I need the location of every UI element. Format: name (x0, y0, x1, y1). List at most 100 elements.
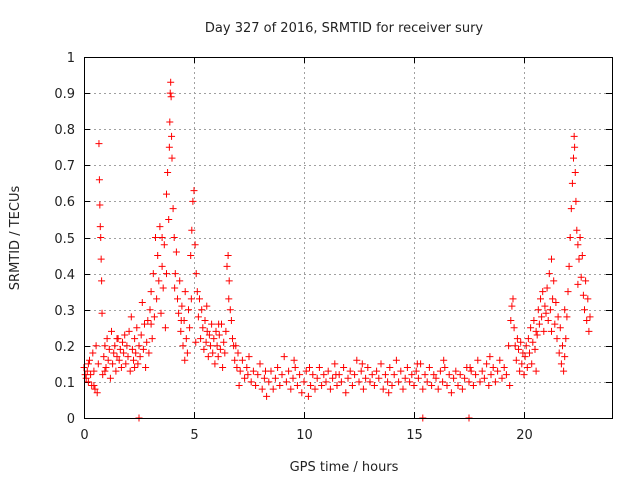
data-point (552, 298, 560, 306)
data-point (120, 349, 128, 357)
data-point (236, 367, 244, 375)
data-point (111, 342, 119, 350)
data-point (366, 378, 374, 386)
data-point (90, 367, 98, 375)
data-point (496, 356, 504, 364)
data-point (486, 353, 494, 361)
data-point (359, 385, 367, 393)
data-point (113, 335, 121, 343)
data-point (498, 374, 506, 382)
data-point (110, 349, 118, 357)
data-point (232, 342, 240, 350)
data-point (220, 338, 228, 346)
data-point (147, 288, 155, 296)
data-point (447, 389, 455, 397)
data-point (344, 374, 352, 382)
data-point (190, 187, 198, 195)
data-point (586, 313, 594, 321)
data-point (185, 306, 192, 314)
data-point (203, 302, 211, 310)
data-point (428, 382, 436, 390)
data-point (555, 349, 563, 357)
data-point (564, 288, 572, 296)
data-point (454, 382, 462, 390)
y-tick-label: 0.2 (54, 340, 75, 355)
data-point (530, 317, 538, 325)
y-tick-label: 0.8 (54, 123, 75, 138)
data-point (116, 345, 124, 353)
data-point (187, 252, 195, 260)
data-point (584, 295, 592, 303)
y-tick-label: 0.9 (54, 87, 75, 102)
data-point (222, 327, 230, 335)
data-point (381, 371, 389, 379)
data-point (94, 360, 102, 368)
data-point (102, 363, 110, 371)
data-point (412, 367, 420, 375)
data-point (158, 262, 166, 270)
data-point (298, 389, 306, 397)
data-point (574, 241, 582, 249)
data-point (311, 385, 319, 393)
data-point (169, 205, 177, 213)
data-point (578, 252, 586, 260)
data-point (165, 215, 173, 223)
data-point (548, 255, 555, 263)
data-point (98, 277, 106, 285)
data-point (306, 363, 313, 371)
data-point (128, 345, 136, 353)
data-point (585, 327, 593, 335)
data-point (304, 392, 312, 400)
data-point (285, 367, 293, 375)
data-point (478, 367, 486, 375)
data-point (554, 313, 562, 321)
data-point (520, 371, 528, 379)
data-point (570, 154, 577, 162)
y-tick-label: 1 (67, 51, 75, 66)
data-point (388, 382, 396, 390)
data-point (95, 140, 103, 148)
data-point (214, 353, 222, 361)
data-point (545, 270, 553, 278)
data-point (199, 324, 207, 332)
data-point (274, 363, 282, 371)
data-point (136, 353, 144, 361)
data-point (510, 324, 518, 332)
data-point (332, 371, 340, 379)
data-point (205, 331, 213, 339)
data-point (175, 309, 183, 317)
data-point (544, 317, 552, 325)
data-point (172, 248, 180, 256)
data-point (145, 349, 153, 357)
data-point (87, 371, 95, 379)
data-point (291, 363, 299, 371)
data-point (375, 374, 383, 382)
data-point (526, 349, 533, 357)
y-tick-label: 0.7 (54, 159, 75, 174)
data-point (563, 313, 571, 321)
data-point (235, 382, 243, 390)
data-point (553, 335, 561, 343)
data-point (351, 371, 359, 379)
data-point (348, 382, 356, 390)
data-point (148, 335, 156, 343)
data-point (565, 262, 573, 270)
data-point (131, 363, 139, 371)
data-point (124, 353, 132, 361)
data-point (401, 374, 409, 382)
data-point (271, 374, 279, 382)
data-point (318, 382, 326, 390)
data-point (207, 342, 214, 350)
data-point (121, 331, 129, 339)
data-point (93, 389, 101, 397)
data-point (164, 169, 172, 177)
data-point (100, 353, 108, 361)
data-point (443, 382, 451, 390)
data-point (171, 270, 179, 278)
data-point (531, 345, 539, 353)
data-point (364, 363, 372, 371)
data-point (571, 169, 579, 177)
data-point (579, 291, 587, 299)
data-point (86, 356, 93, 364)
data-point (434, 385, 442, 393)
